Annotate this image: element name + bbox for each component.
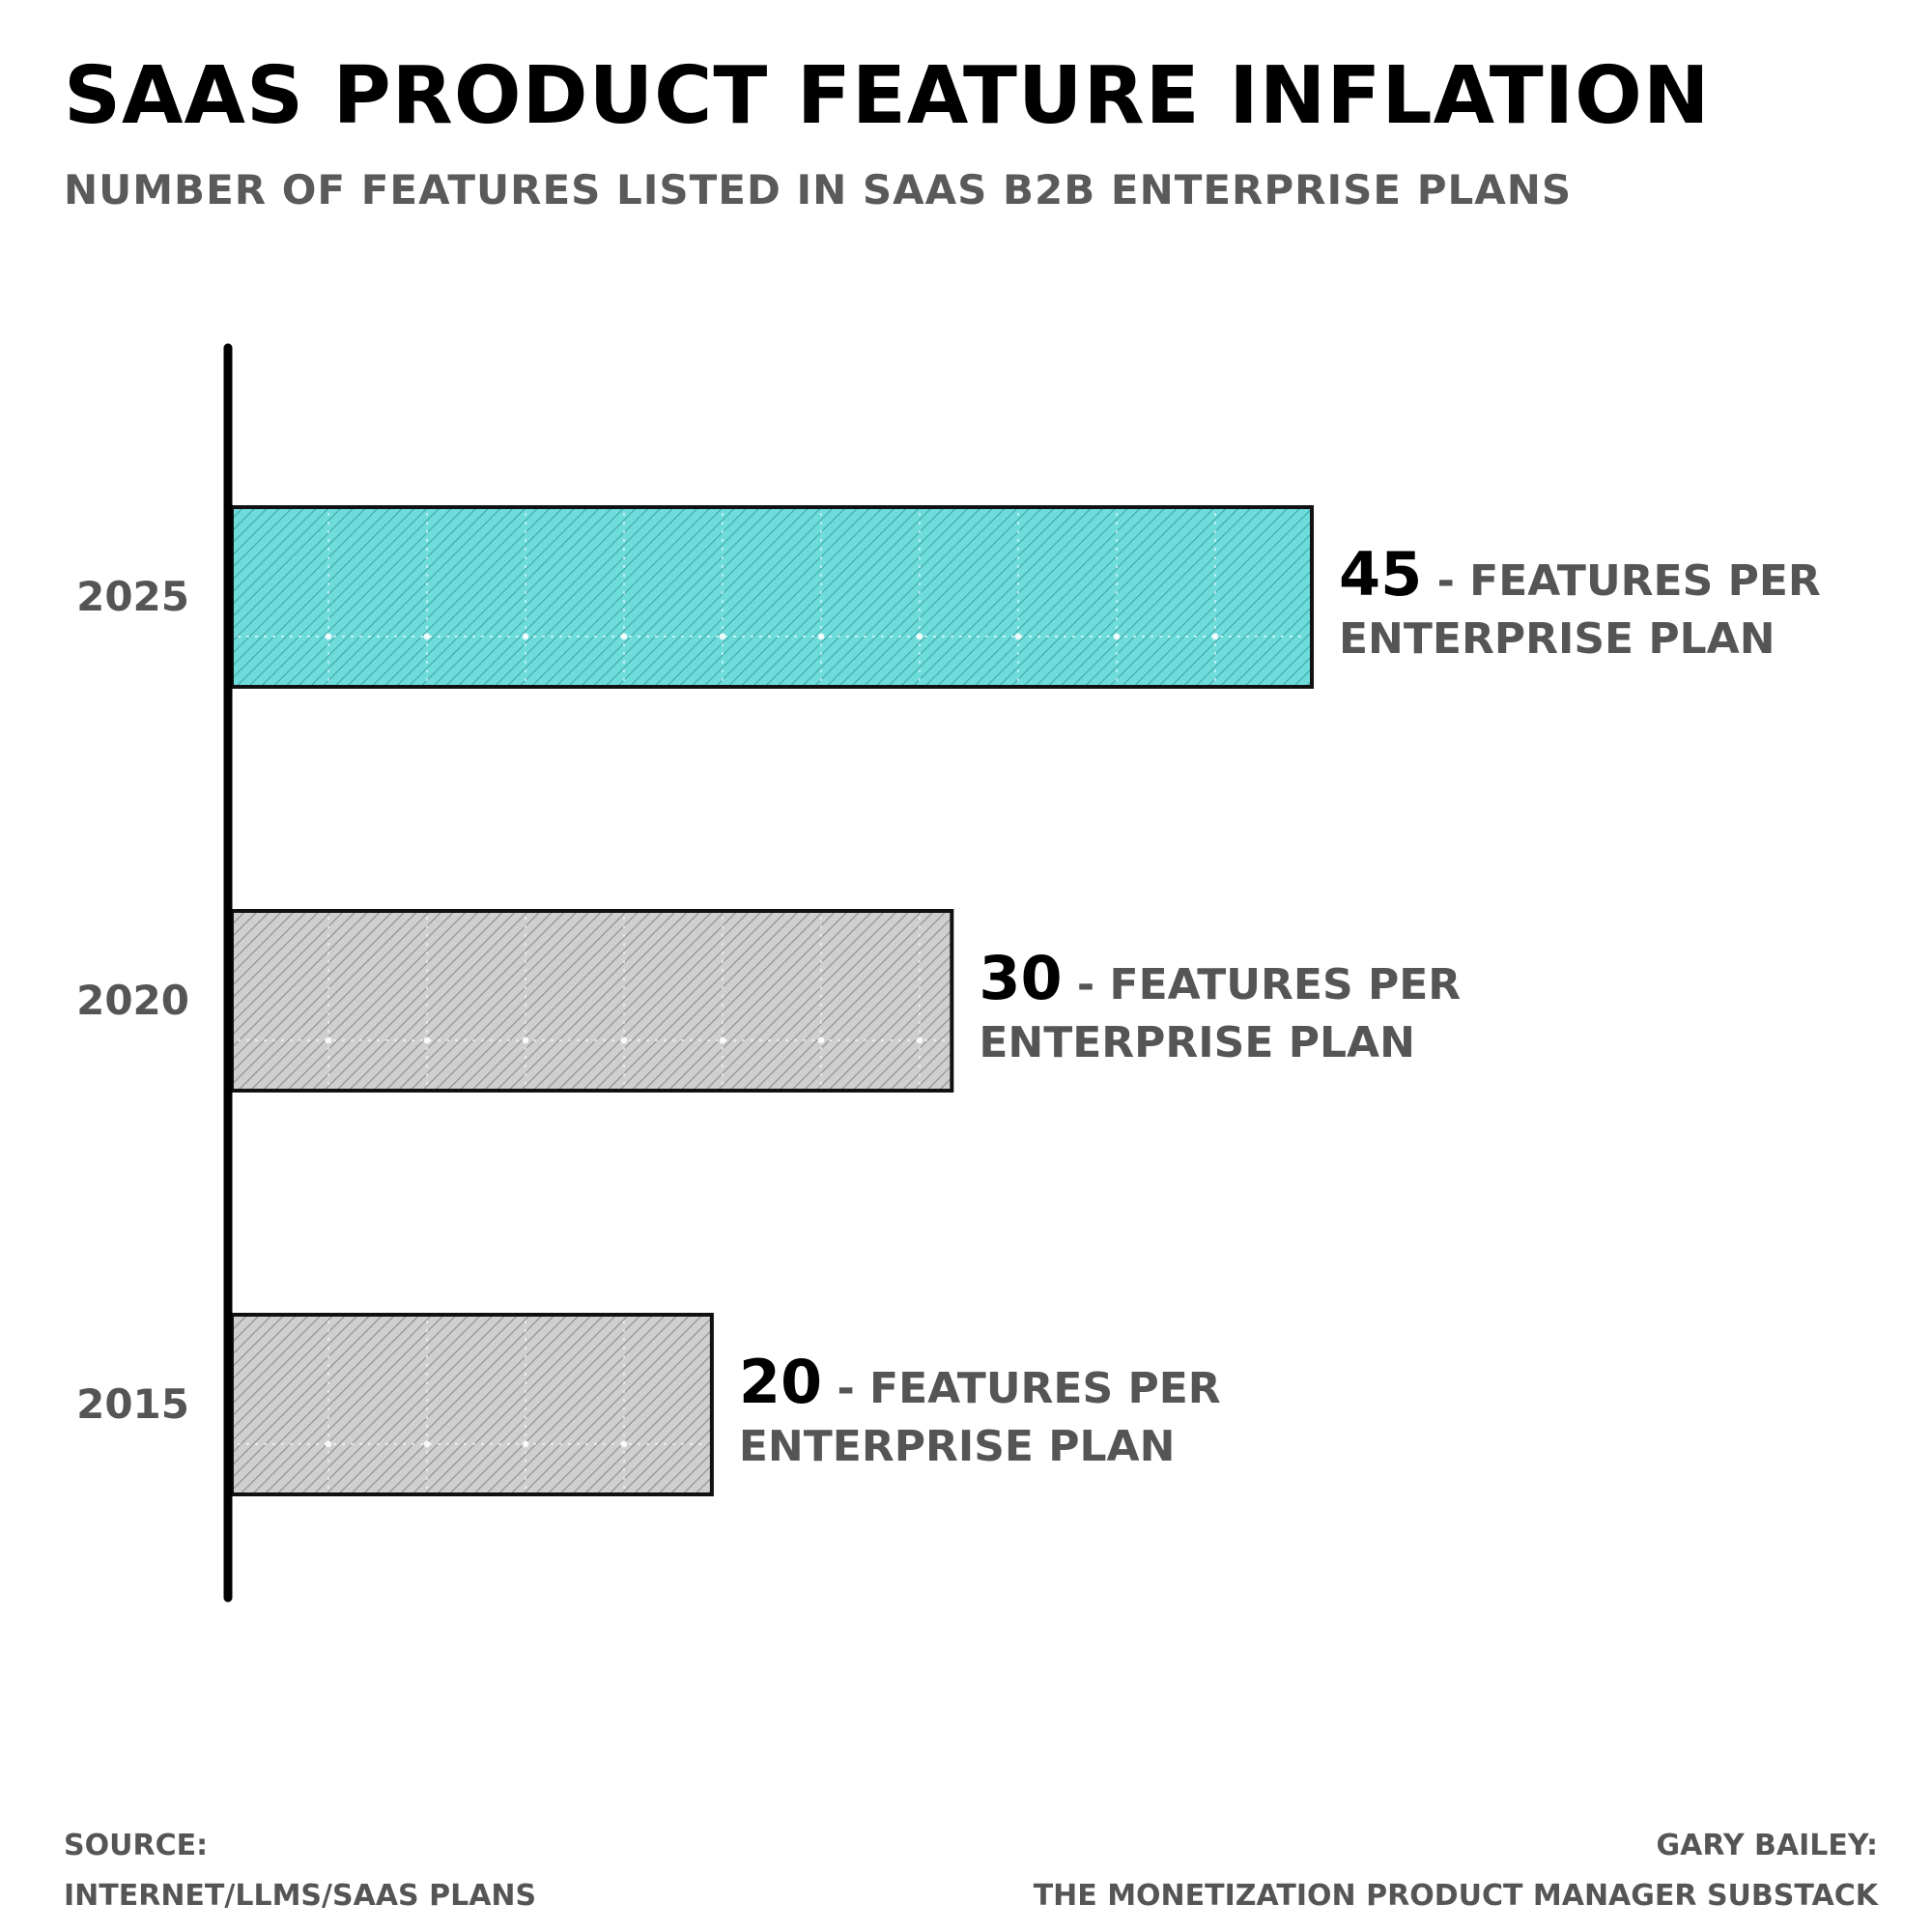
- data-label-2020: 30 - FEATURES PER: [979, 943, 1461, 1013]
- bar-texture-dot: [1113, 633, 1121, 640]
- bar-texture-dot: [1014, 633, 1022, 640]
- bar-texture-2020: [238, 917, 947, 1085]
- data-label-value: 20: [739, 1347, 822, 1417]
- bar-texture-dot: [522, 1037, 529, 1044]
- data-label-line2-2020: ENTERPRISE PLAN: [979, 1018, 1415, 1067]
- bar-texture-dot: [325, 633, 332, 640]
- author-credit: GARY BAILEY: THE MONETIZATION PRODUCT MA…: [1034, 1821, 1878, 1921]
- bar-texture-dot: [423, 1037, 431, 1044]
- source-note: SOURCE: INTERNET/LLMS/SAAS PLANS: [64, 1821, 536, 1921]
- data-label-2025: 45 - FEATURES PER: [1339, 539, 1821, 610]
- bar-texture-dot: [325, 1440, 332, 1448]
- bar-texture-dot: [1211, 633, 1219, 640]
- bar-texture-dot: [522, 633, 529, 640]
- bar-texture-dot: [916, 1037, 923, 1044]
- source-label: SOURCE:: [64, 1829, 209, 1862]
- bar-texture-dot: [817, 1037, 825, 1044]
- bar-texture-dot: [423, 633, 431, 640]
- author-name: GARY BAILEY:: [1656, 1829, 1878, 1862]
- bar-2025: [230, 505, 1314, 689]
- bar-texture-dot: [620, 1037, 628, 1044]
- bar-texture-dot: [522, 1440, 529, 1448]
- bar-texture-dot: [620, 633, 628, 640]
- tick-label-2025: 2025: [76, 573, 189, 620]
- data-label-text: - FEATURES PER: [1063, 960, 1462, 1009]
- bar-texture-dot: [325, 1037, 332, 1044]
- bar-texture-dot: [620, 1440, 628, 1448]
- tick-label-2015: 2015: [76, 1380, 189, 1428]
- bar-texture-dot: [817, 633, 825, 640]
- bar-texture-dot: [719, 1037, 726, 1044]
- chart-subtitle: NUMBER OF FEATURES LISTED IN SAAS B2B EN…: [64, 166, 1573, 213]
- data-label-value: 30: [979, 943, 1062, 1013]
- chart-title: SAAS PRODUCT FEATURE INFLATION: [64, 50, 1711, 142]
- bar-texture-2025: [238, 513, 1306, 681]
- data-label-text: - FEATURES PER: [822, 1364, 1221, 1413]
- bar-texture-dot: [423, 1440, 431, 1448]
- source-text: INTERNET/LLMS/SAAS PLANS: [64, 1879, 537, 1913]
- tick-label-2020: 2020: [76, 977, 189, 1024]
- data-label-2015: 20 - FEATURES PER: [739, 1347, 1221, 1417]
- data-label-line2-2015: ENTERPRISE PLAN: [739, 1422, 1176, 1471]
- data-label-line2-2025: ENTERPRISE PLAN: [1339, 614, 1776, 664]
- data-label-text: - FEATURES PER: [1422, 556, 1821, 606]
- bar-2020: [230, 909, 954, 1093]
- data-label-value: 45: [1339, 539, 1422, 610]
- bar-2015: [230, 1313, 714, 1496]
- publication-name: THE MONETIZATION PRODUCT MANAGER SUBSTAC…: [1033, 1879, 1878, 1913]
- bar-texture-2015: [238, 1321, 706, 1489]
- bar-texture-dot: [916, 633, 923, 640]
- bar-texture-dot: [719, 633, 726, 640]
